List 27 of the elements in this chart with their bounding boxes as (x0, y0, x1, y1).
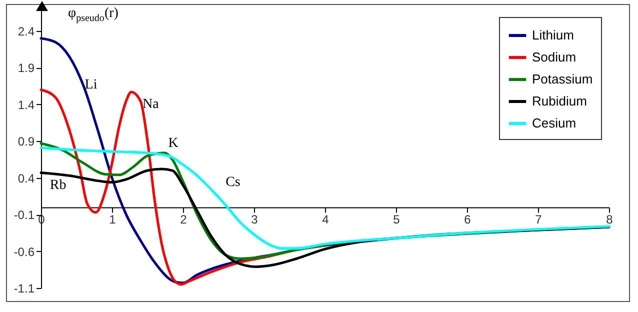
y-tick-label: -0.1 (14, 208, 35, 222)
y-tick-label: 1.4 (18, 98, 35, 112)
x-tick-label: 7 (535, 212, 542, 227)
x-tick-label: 2 (180, 212, 188, 227)
y-tick-label: 0.4 (18, 171, 35, 186)
y-tick-label: 0.9 (18, 134, 35, 149)
y-axis-title: φ$_{pseudo}$(r) (68, 6, 118, 24)
legend-label: Lithium (532, 28, 574, 42)
annotation: Cs (226, 174, 240, 190)
x-tick-label: 4 (322, 212, 330, 227)
annotation: Na (142, 96, 160, 112)
x-tick-label: 8 (606, 212, 614, 227)
x-tick-label: 3 (251, 212, 258, 227)
annotation: K (168, 136, 178, 151)
x-tick-label: 1 (109, 212, 116, 227)
annotation: Li (84, 77, 98, 92)
x-tick-label: 5 (393, 212, 400, 227)
legend-label: Sodium (532, 50, 576, 64)
y-tick-label: 1.9 (18, 61, 35, 76)
legend-label: Rubidium (532, 94, 587, 108)
y-tick-label: -1.1 (14, 282, 35, 296)
legend-label: Cesium (532, 116, 576, 130)
legend-label: Potassium (532, 72, 593, 86)
y-tick-label: 2.4 (18, 24, 35, 39)
annotation: Rb (50, 178, 66, 193)
y-tick-label: -0.6 (14, 244, 35, 259)
x-tick-label: 6 (464, 212, 472, 227)
